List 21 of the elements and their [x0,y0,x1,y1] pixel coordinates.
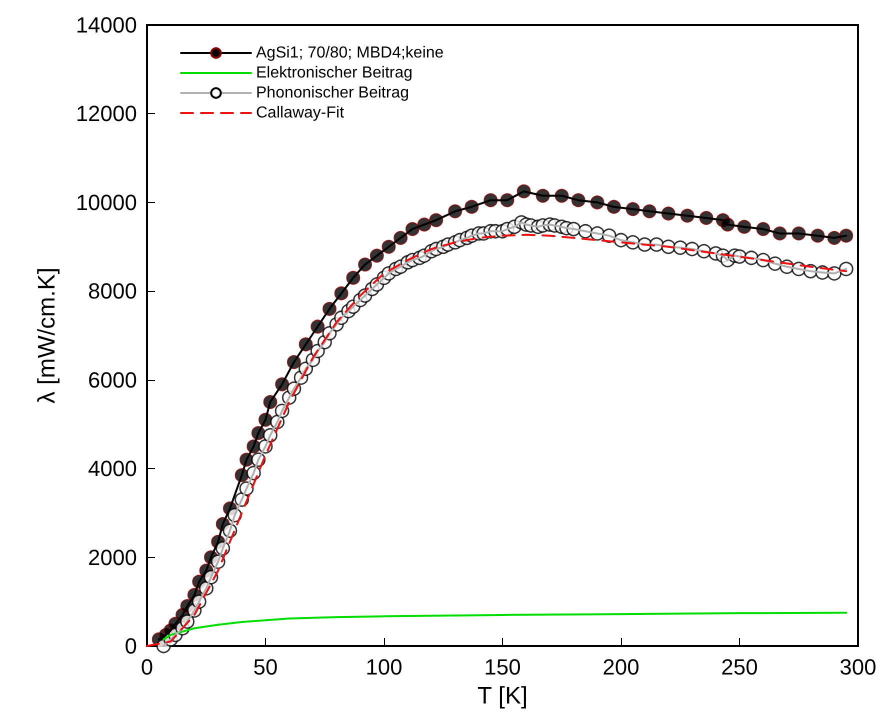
x-tick-label: 0 [140,654,154,680]
y-tick-label: 6000 [88,367,137,392]
x-tick-label: 300 [840,654,876,680]
legend-label: Elektronischer Beitrag [256,64,413,82]
y-tick-label: 2000 [88,544,137,570]
y-tick-label: 12000 [76,101,137,126]
y-tick-label: 4000 [88,456,137,482]
legend-label: AgSi1; 70/80; MBD4;keine [256,44,444,62]
legend-label: Phononischer Beitrag [256,84,409,102]
x-axis-title: T [K] [477,682,528,710]
y-axis-title: λ [mW/cm.K] [34,268,60,404]
y-tick-label: 10000 [76,190,137,215]
y-tick-label: 14000 [76,12,137,38]
x-tick-label: 250 [721,654,758,680]
x-tick-label: 100 [366,654,402,680]
x-tick-label: 50 [253,654,278,680]
y-tick-label: 8000 [88,278,137,304]
x-tick-label: 150 [484,654,521,680]
y-tick-label: 0 [124,634,137,658]
x-tick-label: 200 [602,654,640,680]
legend-label: Callaway-Fit [256,104,345,122]
